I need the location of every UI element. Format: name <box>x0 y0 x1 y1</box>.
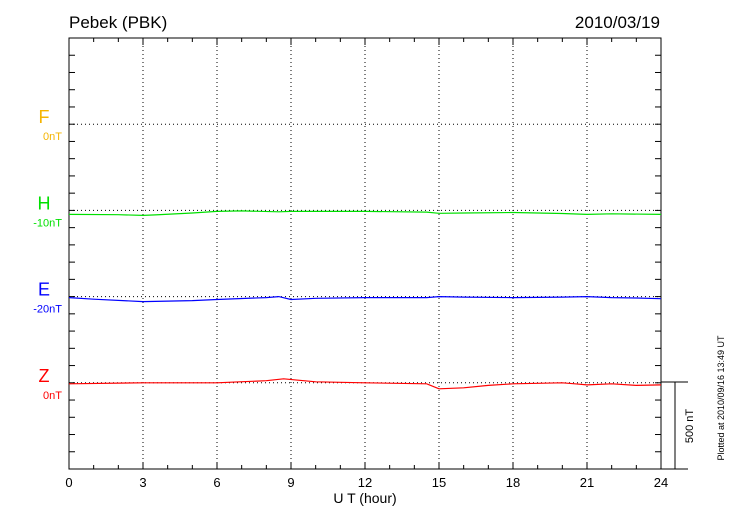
x-axis-label: U T (hour) <box>333 490 396 506</box>
component-label-h: H <box>38 193 51 213</box>
baseline-label-h: -10nT <box>33 217 62 229</box>
trace-z <box>68 378 662 390</box>
x-tick-label: 3 <box>139 475 146 490</box>
x-tick-label: 0 <box>65 475 72 490</box>
baseline-label-f: 0nT <box>43 131 62 143</box>
plotted-at-footer: Plotted at 2010/09/16 13:49 UT <box>716 335 726 461</box>
baseline-label-e: -20nT <box>33 304 62 316</box>
chart-date: 2010/03/19 <box>575 13 660 32</box>
x-tick-label: 6 <box>213 475 220 490</box>
x-tick-label: 15 <box>432 475 446 490</box>
x-tick-label: 12 <box>358 475 372 490</box>
trace-h <box>68 210 662 217</box>
x-tick-label: 9 <box>287 475 294 490</box>
component-label-z: Z <box>39 366 50 386</box>
component-label-e: E <box>38 280 50 300</box>
scale-bar-label: 500 nT <box>684 409 696 444</box>
component-label-f: F <box>39 107 50 127</box>
x-tick-label: 21 <box>580 475 594 490</box>
baseline-label-z: 0nT <box>43 390 62 402</box>
chart-title: Pebek (PBK) <box>69 13 167 32</box>
trace-e <box>68 295 662 303</box>
x-tick-label: 24 <box>654 475 668 490</box>
x-tick-label: 18 <box>506 475 520 490</box>
